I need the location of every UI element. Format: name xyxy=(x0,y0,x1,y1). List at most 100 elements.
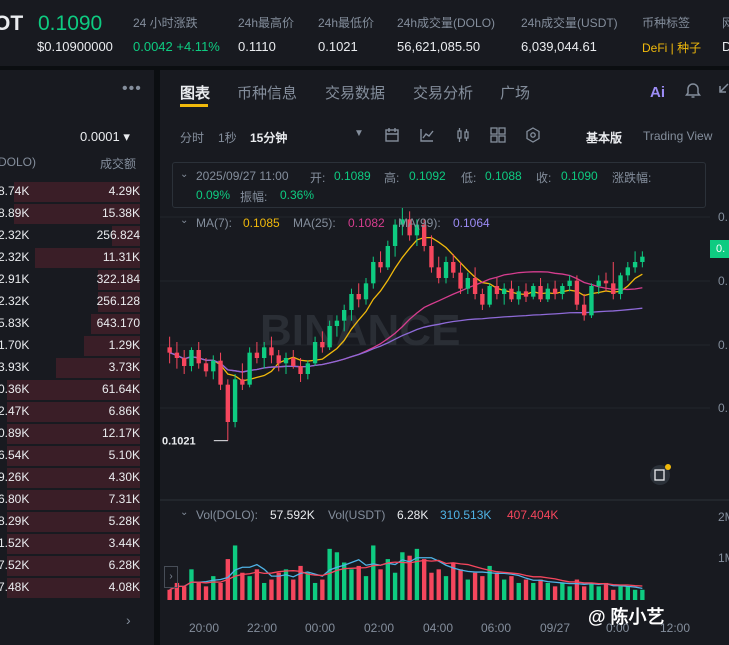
tradingview-button[interactable]: Trading View xyxy=(643,129,713,143)
candle-body xyxy=(196,350,201,364)
trade-amount: 2.32K xyxy=(0,228,30,242)
drawing-tools-icon[interactable] xyxy=(490,127,506,146)
stat-value-tags[interactable]: DeFi | 种子 xyxy=(642,41,702,55)
trade-row: 2.32K 256.128 xyxy=(0,291,154,313)
ma99-label: MA(99): xyxy=(398,216,441,230)
candle-body xyxy=(582,304,587,316)
trade-volume: 12.17K xyxy=(101,426,140,440)
trade-amount: 6.54K xyxy=(0,448,30,462)
settings-icon[interactable] xyxy=(525,127,541,146)
candle-body xyxy=(305,363,310,374)
timeframe-1s[interactable]: 1秒 xyxy=(218,131,237,145)
indicator-icon[interactable] xyxy=(419,127,435,146)
ma99-value: 0.1064 xyxy=(453,216,490,230)
stat-value-vol-usdt: 6,039,044.61 xyxy=(521,39,597,54)
volume-bar xyxy=(458,569,463,600)
ohlc-amp-label: 振幅: xyxy=(240,190,268,204)
trade-amount: 8.89K xyxy=(0,206,30,220)
trade-volume: 5.28K xyxy=(108,514,140,528)
candle-body xyxy=(385,246,390,268)
volume-bar xyxy=(487,565,492,600)
vol-ma2-line xyxy=(169,559,643,591)
ohlc-high-label: 高: xyxy=(384,171,400,185)
volume-bar xyxy=(552,586,558,600)
price-axis-tick: 0. xyxy=(718,338,729,352)
candle-style-icon[interactable] xyxy=(455,127,471,146)
tab-square[interactable]: 广场 xyxy=(500,85,531,102)
candle-body xyxy=(509,288,514,300)
candle-body xyxy=(422,224,427,246)
trade-volume: 4.30K xyxy=(108,470,140,484)
trade-amount: 2.32K xyxy=(0,250,30,264)
bell-icon[interactable] xyxy=(685,81,701,102)
trade-amount: 3.93K xyxy=(0,360,30,374)
volume-bar xyxy=(211,576,216,600)
pair-symbol[interactable]: OT xyxy=(0,12,24,35)
volume-bar xyxy=(436,569,441,600)
candle-body xyxy=(516,291,521,300)
ohlc-date: 2025/09/27 11:00 xyxy=(196,169,289,183)
ticker-header xyxy=(0,0,729,66)
candle-body xyxy=(400,219,405,225)
vol-usdt-value: 6.28K xyxy=(397,508,429,522)
volume-bar xyxy=(392,572,398,600)
candle-body xyxy=(502,288,507,294)
author-watermark: @ 陈小艺 xyxy=(588,607,665,627)
chevron-right-icon[interactable]: › xyxy=(126,612,131,628)
candle-body xyxy=(414,224,420,236)
volume-bar xyxy=(603,582,609,600)
candle-body xyxy=(349,294,354,310)
candle-body xyxy=(203,363,209,372)
volume-bar xyxy=(218,582,223,600)
volume-bar xyxy=(305,572,310,600)
vol-collapse-icon[interactable]: ⌄ xyxy=(180,507,189,518)
stat-label-vol-usdt: 24h成交量(USDT) xyxy=(521,16,618,30)
precision-select[interactable]: 0.0001 ▾ xyxy=(80,129,130,144)
trade-row: 6.54K 5.10K xyxy=(0,445,154,467)
ohlc-open: 0.1089 xyxy=(334,169,371,183)
candle-body xyxy=(436,267,441,278)
more-icon[interactable]: ••• xyxy=(122,80,142,97)
stat-label-change: 24 小时涨跌 xyxy=(133,16,198,30)
volume-bar xyxy=(596,586,601,600)
candle-body xyxy=(342,310,347,321)
basic-view-button[interactable]: 基本版 xyxy=(586,131,623,145)
calendar-icon[interactable] xyxy=(384,127,400,146)
stat-label-high: 24h最高价 xyxy=(238,16,295,30)
trade-row: 3.93K 3.73K xyxy=(0,357,154,379)
depth-bar xyxy=(56,358,140,378)
current-price-tag: 0. xyxy=(710,240,729,258)
chevron-down-icon[interactable]: ⌄ xyxy=(180,169,189,180)
timeframe-line[interactable]: 分时 xyxy=(180,131,205,145)
stat-label-tags: 币种标签 xyxy=(642,16,691,30)
timeframe-15m[interactable]: 15分钟 xyxy=(250,131,288,145)
depth-bar xyxy=(7,512,140,532)
depth-bar xyxy=(14,204,140,224)
ma-collapse-icon[interactable]: ⌄ xyxy=(180,215,189,226)
candle-body xyxy=(356,294,361,300)
volume-bar xyxy=(298,565,303,600)
ai-icon[interactable]: Ai xyxy=(650,84,665,101)
trade-volume: 4.29K xyxy=(108,184,140,198)
tab-coin-info[interactable]: 币种信息 xyxy=(237,85,298,102)
trade-volume: 61.64K xyxy=(101,382,140,396)
candle-body xyxy=(632,262,638,268)
scroll-left-handle[interactable]: › xyxy=(164,566,178,588)
trade-row: 2.32K 256.824 xyxy=(0,225,154,247)
trade-row: 7.48K 4.08K xyxy=(0,577,154,599)
caret-down-icon[interactable]: ▼ xyxy=(354,128,364,139)
ohlc-tooltip xyxy=(172,162,706,208)
ohlc-amp: 0.36% xyxy=(280,188,315,202)
tab-trade-data[interactable]: 交易数据 xyxy=(325,85,386,102)
trade-row: 9.26K 4.30K xyxy=(0,467,154,489)
expand-icon[interactable] xyxy=(718,82,729,101)
ohlc-close: 0.1090 xyxy=(561,169,598,183)
stat-value-high: 0.1110 xyxy=(238,39,276,54)
depth-bar xyxy=(7,402,140,422)
ohlc-change-label: 涨跌幅: xyxy=(612,171,652,185)
tab-chart[interactable]: 图表 xyxy=(180,85,211,102)
tab-trade-analysis[interactable]: 交易分析 xyxy=(413,85,474,102)
ma25-value: 0.1082 xyxy=(348,216,385,230)
note-icon[interactable] xyxy=(649,464,671,489)
